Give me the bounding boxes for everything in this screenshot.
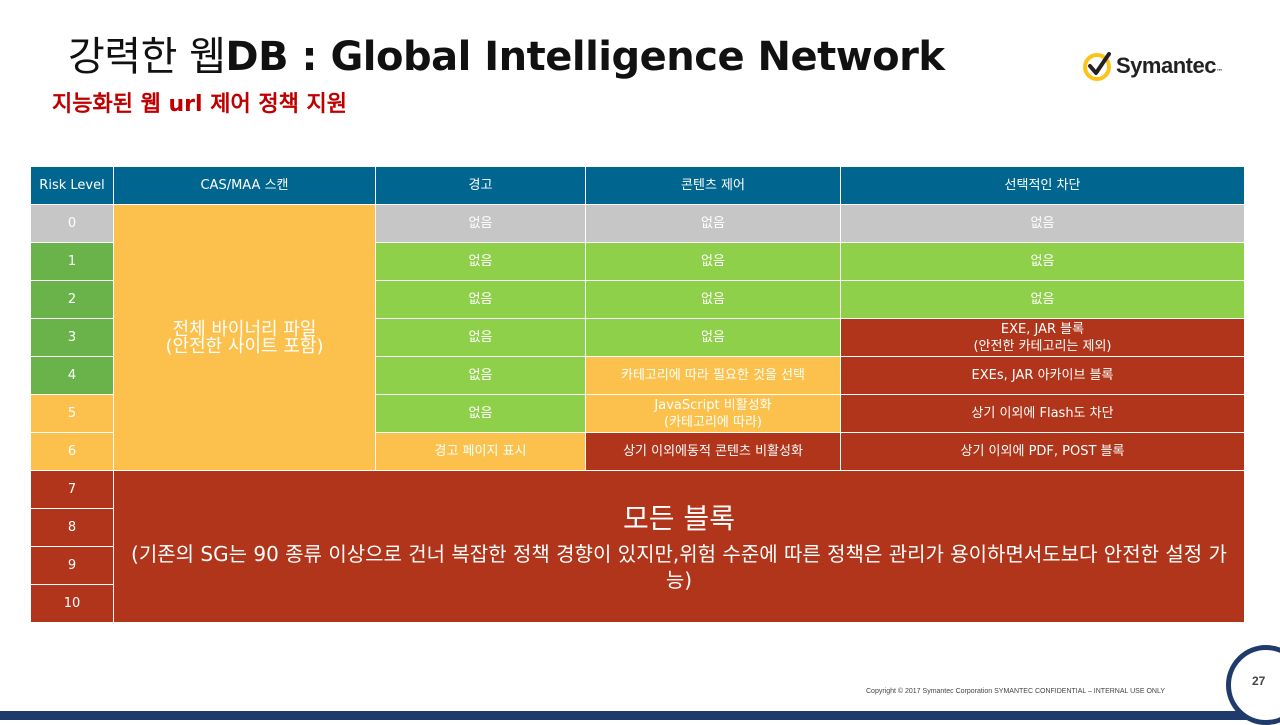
header-risk-level: Risk Level xyxy=(30,166,114,205)
header-content-control: 콘텐츠 제어 xyxy=(585,166,841,205)
risk-policy-table: Risk Level CAS/MAA 스캔 경고 콘텐츠 제어 선택적인 차단 … xyxy=(30,166,1245,623)
warning-cell: 없음 xyxy=(375,394,586,433)
table-row: 6 경고 페이지 표시 상기 이외에동적 콘텐츠 비활성화 상기 이외에 PDF… xyxy=(30,432,1245,471)
bottom-bar xyxy=(0,711,1280,720)
risk-level-cell: 2 xyxy=(30,280,114,319)
content-control-cell: 카테고리에 따라 필요한 것을 선택 xyxy=(585,356,841,395)
selective-block-cell: 상기 이외에 Flash도 차단 xyxy=(840,394,1245,433)
warning-cell: 없음 xyxy=(375,242,586,281)
symantec-logo: Symantec ™ xyxy=(1083,50,1223,82)
risk-level-cell: 7 xyxy=(30,470,114,509)
table-row: 0 전체 바이너리 파일 (안전한 사이트 포함) 없음 없음 없음 xyxy=(30,204,1245,471)
table-row: 7 모든 블록 (기존의 SG는 90 종류 이상으로 건너 복잡한 정책 경향… xyxy=(30,470,1245,623)
content-control-cell: 없음 xyxy=(585,318,841,357)
all-block-description: (기존의 SG는 90 종류 이상으로 건너 복잡한 정책 경향이 있지만,위험… xyxy=(131,541,1227,592)
table-row: 8 xyxy=(30,508,1245,547)
all-block-merged-cell: 모든 블록 (기존의 SG는 90 종류 이상으로 건너 복잡한 정책 경향이 … xyxy=(113,470,1245,623)
title-main: DB : Global Intelligence Network xyxy=(225,34,945,80)
copyright-notice: Copyright © 2017 Symantec Corporation SY… xyxy=(866,688,1165,695)
risk-level-cell: 1 xyxy=(30,242,114,281)
risk-level-cell: 6 xyxy=(30,432,114,471)
warning-cell: 경고 페이지 표시 xyxy=(375,432,586,471)
title-prefix: 강력한 웹 xyxy=(68,34,226,80)
table-row: 4 없음 카테고리에 따라 필요한 것을 선택 EXEs, JAR 아카이브 블… xyxy=(30,356,1245,395)
risk-level-cell: 8 xyxy=(30,508,114,547)
risk-level-cell: 0 xyxy=(30,204,114,243)
table-header-row: Risk Level CAS/MAA 스캔 경고 콘텐츠 제어 선택적인 차단 xyxy=(30,166,1245,205)
risk-level-cell: 3 xyxy=(30,318,114,357)
header-selective-block: 선택적인 차단 xyxy=(840,166,1245,205)
risk-level-cell: 5 xyxy=(30,394,114,433)
content-control-cell: 없음 xyxy=(585,242,841,281)
page-number: 27 xyxy=(1252,674,1266,688)
warning-cell: 없음 xyxy=(375,204,586,243)
cell-line: EXE, JAR 블록 xyxy=(1000,321,1085,337)
warning-cell: 없음 xyxy=(375,318,586,357)
cell-line: (안전한 카테고리는 제외) xyxy=(973,338,1112,354)
cas-scan-line: 전체 바이너리 파일 xyxy=(172,318,317,340)
page-subtitle: 지능화된 웹 url 제어 정책 지원 xyxy=(52,92,347,117)
selective-block-cell: 없음 xyxy=(840,242,1245,281)
content-control-cell: JavaScript 비활성화 (카테고리에 따라) xyxy=(585,394,841,433)
risk-level-cell: 9 xyxy=(30,546,114,585)
header-cas-maa: CAS/MAA 스캔 xyxy=(113,166,376,205)
cas-scan-merged-cell: 전체 바이너리 파일 (안전한 사이트 포함) xyxy=(113,204,376,471)
checkmark-logo-icon xyxy=(1083,52,1111,81)
table-row: 1 없음 없음 없음 xyxy=(30,242,1245,281)
content-control-cell: 상기 이외에동적 콘텐츠 비활성화 xyxy=(585,432,841,471)
table-row: 3 없음 없음 EXE, JAR 블록 (안전한 카테고리는 제외) xyxy=(30,318,1245,357)
risk-level-cell: 10 xyxy=(30,584,114,623)
selective-block-cell: 없음 xyxy=(840,280,1245,319)
header-warning: 경고 xyxy=(375,166,586,205)
selective-block-cell: EXE, JAR 블록 (안전한 카테고리는 제외) xyxy=(840,318,1245,357)
cell-line: (카테고리에 따라) xyxy=(664,414,762,430)
logo-wordmark: Symantec xyxy=(1116,53,1216,78)
selective-block-cell: 상기 이외에 PDF, POST 블록 xyxy=(840,432,1245,471)
table-row: 2 없음 없음 없음 xyxy=(30,280,1245,319)
all-block-title: 모든 블록 xyxy=(623,501,735,535)
content-control-cell: 없음 xyxy=(585,280,841,319)
page-title: 강력한 웹DB : Global Intelligence Network xyxy=(68,24,945,82)
warning-cell: 없음 xyxy=(375,280,586,319)
selective-block-cell: EXEs, JAR 아카이브 블록 xyxy=(840,356,1245,395)
cas-scan-line: (안전한 사이트 포함) xyxy=(165,335,324,357)
risk-level-cell: 4 xyxy=(30,356,114,395)
table-row: 5 없음 JavaScript 비활성화 (카테고리에 따라) 상기 이외에 F… xyxy=(30,394,1245,433)
selective-block-cell: 없음 xyxy=(840,204,1245,243)
logo-trademark: ™ xyxy=(1215,68,1223,76)
cell-line: JavaScript 비활성화 xyxy=(654,397,772,413)
content-control-cell: 없음 xyxy=(585,204,841,243)
warning-cell: 없음 xyxy=(375,356,586,395)
table-row: 10 xyxy=(30,584,1245,623)
